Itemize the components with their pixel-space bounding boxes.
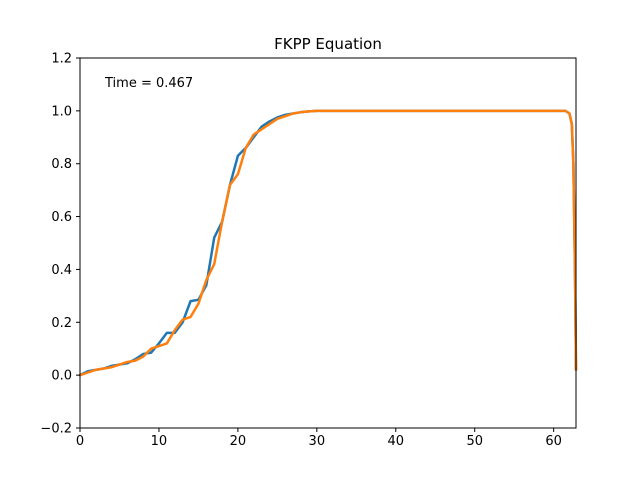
plot-area: Time = 0.467 <box>78 57 578 429</box>
series-layer <box>78 109 578 377</box>
y-tick-label: 0.4 <box>51 263 72 278</box>
chart-title: FKPP Equation <box>274 35 382 53</box>
x-axis: 0 10 20 30 40 50 60 <box>76 428 562 449</box>
x-tick-label: 50 <box>466 434 483 449</box>
y-tick-label: 0.0 <box>51 369 72 384</box>
x-tick-label: 40 <box>387 434 404 449</box>
plot-background <box>80 58 576 428</box>
x-tick-label: 20 <box>230 434 247 449</box>
time-annotation: Time = 0.467 <box>104 76 193 91</box>
y-tick-label: 0.2 <box>51 316 72 331</box>
y-tick-label: 1.2 <box>51 52 72 67</box>
y-tick-label: 1.0 <box>51 104 72 119</box>
x-tick-label: 30 <box>309 434 326 449</box>
y-axis: −0.2 0.0 0.2 0.4 0.6 0.8 1.0 1.2 <box>40 52 80 437</box>
y-tick-label: 0.6 <box>51 210 72 225</box>
y-tick-label: −0.2 <box>40 422 72 437</box>
y-tick-label: 0.8 <box>51 157 72 172</box>
series-line-2 <box>78 109 578 377</box>
axes-frame <box>79 57 577 429</box>
x-tick-label: 0 <box>76 434 84 449</box>
x-tick-label: 60 <box>545 434 562 449</box>
x-tick-label: 10 <box>151 434 168 449</box>
